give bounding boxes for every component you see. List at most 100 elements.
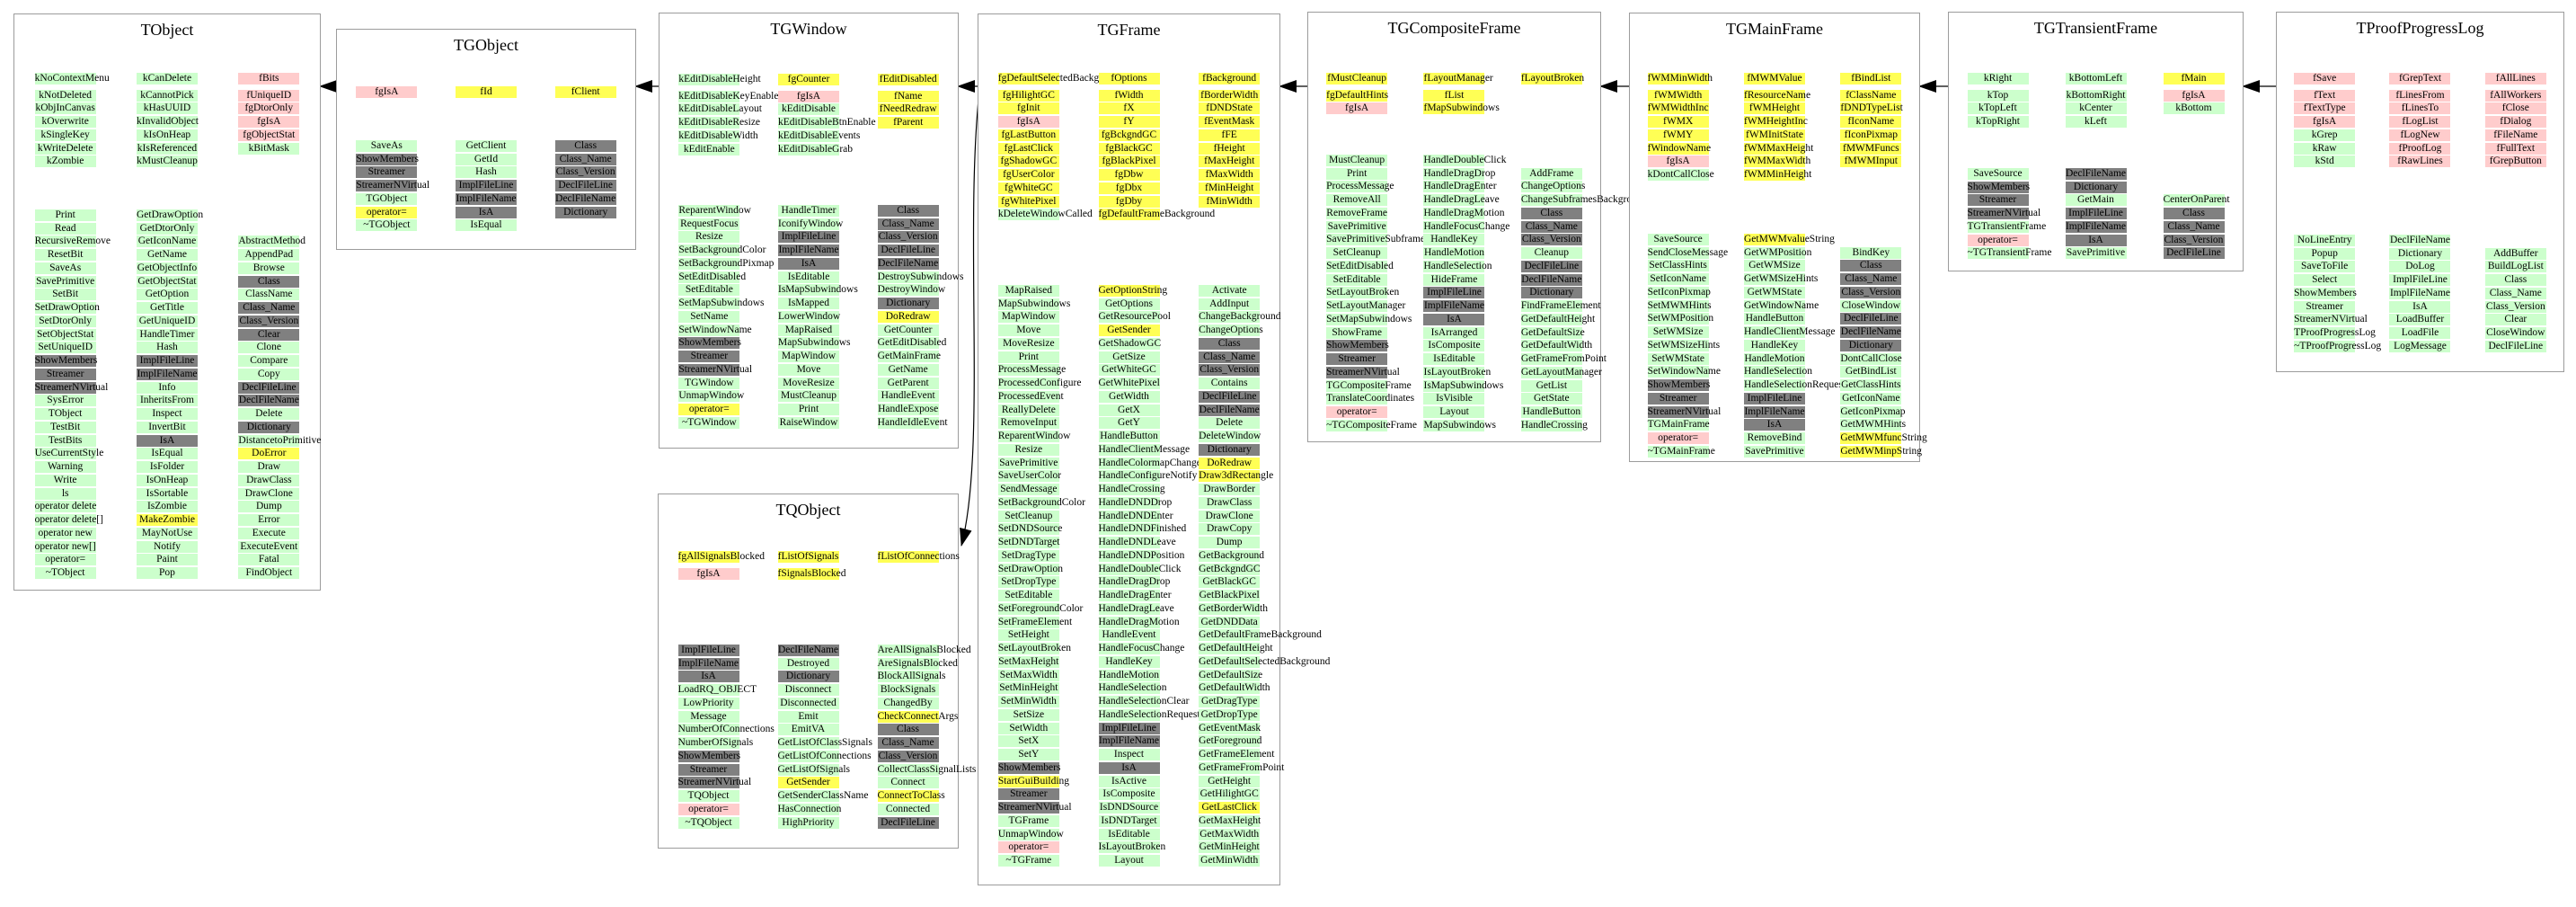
- method-setdrawoption[interactable]: SetDrawOption: [997, 563, 1064, 575]
- method-handleidleevent[interactable]: HandleIdleEvent: [877, 416, 948, 429]
- method-dolog[interactable]: DoLog: [2389, 261, 2451, 273]
- method-closewindow[interactable]: CloseWindow: [1840, 299, 1902, 312]
- method-select[interactable]: Select: [2294, 274, 2356, 287]
- method-addbuffer[interactable]: AddBuffer: [2484, 247, 2546, 260]
- method-resize[interactable]: Resize: [997, 443, 1059, 456]
- method-declfileline[interactable]: DeclFileLine: [1199, 390, 1261, 403]
- method-dictionary[interactable]: Dictionary: [777, 671, 839, 683]
- method-sety[interactable]: SetY: [997, 749, 1059, 761]
- method-getwmstate[interactable]: GetWMState: [1743, 286, 1805, 298]
- method-handlebutton[interactable]: HandleButton: [1098, 431, 1160, 443]
- method-setobjectstat[interactable]: SetObjectStat: [34, 328, 96, 341]
- method-notify[interactable]: Notify: [136, 540, 198, 553]
- method-streamer[interactable]: Streamer: [34, 368, 96, 380]
- method-removeinput[interactable]: RemoveInput: [997, 417, 1059, 430]
- method-handleevent[interactable]: HandleEvent: [877, 390, 939, 403]
- member-fheight[interactable]: fHeight: [1199, 142, 1261, 155]
- method-geteventmask[interactable]: GetEventMask: [1199, 722, 1261, 734]
- method-changeoptions[interactable]: ChangeOptions: [1520, 181, 1586, 193]
- method-streamernvirtual[interactable]: StreamerNVirtual: [997, 802, 1072, 814]
- member-khasuuid[interactable]: kHasUUID: [136, 102, 198, 115]
- method-getlistofsignals[interactable]: GetListOfSignals: [777, 763, 850, 776]
- method-getbckgndgc[interactable]: GetBckgndGC: [1199, 563, 1261, 575]
- method-abstractmethod[interactable]: AbstractMethod: [238, 236, 306, 248]
- member-fmaxwidth[interactable]: fMaxWidth: [1199, 169, 1261, 182]
- member-fmaxheight[interactable]: fMaxHeight: [1199, 156, 1261, 168]
- method-getsenderclassname[interactable]: GetSenderClassName: [777, 790, 869, 803]
- method-isa[interactable]: IsA: [136, 434, 198, 447]
- method-raisewindow[interactable]: RaiseWindow: [778, 416, 839, 429]
- method-info[interactable]: Info: [136, 381, 198, 394]
- method-move[interactable]: Move: [778, 363, 839, 376]
- method-class-name[interactable]: Class_Name: [2163, 220, 2225, 233]
- method-isa[interactable]: IsA: [1098, 761, 1160, 774]
- method-tobject[interactable]: ~TObject: [34, 567, 96, 580]
- member-fgdbx[interactable]: fgDbx: [1098, 182, 1160, 194]
- method-getdnddata[interactable]: GetDNDData: [1199, 616, 1261, 628]
- method-declfilename[interactable]: DeclFileName: [2065, 167, 2127, 180]
- member-feditdisabled[interactable]: fEditDisabled: [877, 73, 939, 85]
- member-flayoutmanager[interactable]: fLayoutManager: [1423, 72, 1493, 84]
- method-operator-delete[interactable]: operator delete[]: [34, 514, 103, 527]
- method-isa[interactable]: IsA: [2389, 300, 2451, 313]
- method-isvisible[interactable]: IsVisible: [1423, 393, 1485, 405]
- method-handledndleave[interactable]: HandleDNDLeave: [1098, 537, 1176, 549]
- member-fgisa[interactable]: fgIsA: [2163, 89, 2225, 102]
- member-kbottom[interactable]: kBottom: [2163, 102, 2225, 115]
- member-fgisa[interactable]: fgIsA: [356, 85, 418, 98]
- method-gety[interactable]: GetY: [1098, 417, 1160, 430]
- member-flinesfrom[interactable]: fLinesFrom: [2389, 89, 2451, 102]
- method-getx[interactable]: GetX: [1098, 404, 1160, 416]
- method-tgtransientframe[interactable]: TGTransientFrame: [1967, 220, 2047, 233]
- method-testbit[interactable]: TestBit: [34, 421, 96, 433]
- method-getframeelement[interactable]: GetFrameElement: [1199, 749, 1275, 761]
- method-setwindowname[interactable]: SetWindowName: [678, 324, 752, 336]
- method-drawclass[interactable]: DrawClass: [238, 474, 300, 486]
- method-getclient[interactable]: GetClient: [456, 139, 517, 152]
- method-deletewindow[interactable]: DeleteWindow: [1199, 431, 1261, 443]
- method-tproofprogresslog[interactable]: ~TProofProgressLog: [2294, 340, 2382, 352]
- method-class-name[interactable]: Class_Name: [554, 153, 616, 165]
- member-fgreptext[interactable]: fGrepText: [2389, 72, 2451, 84]
- member-fy[interactable]: fY: [1098, 116, 1160, 129]
- method-dictionary[interactable]: Dictionary: [1840, 339, 1902, 351]
- method-getlistofclasssignals[interactable]: GetListOfClassSignals: [777, 737, 872, 750]
- method-handleselection[interactable]: HandleSelection: [1743, 366, 1812, 378]
- method-setlayoutbroken[interactable]: SetLayoutBroken: [1326, 287, 1400, 299]
- member-flayoutbroken[interactable]: fLayoutBroken: [1520, 72, 1585, 84]
- member-kleft[interactable]: kLeft: [2065, 116, 2127, 129]
- method-dictionary[interactable]: Dictionary: [877, 298, 939, 310]
- member-kwritedelete[interactable]: kWriteDelete: [34, 142, 96, 155]
- method-print[interactable]: Print: [997, 351, 1059, 363]
- method-changebackground[interactable]: ChangeBackground: [1199, 311, 1281, 324]
- method-dictionary[interactable]: Dictionary: [238, 421, 300, 433]
- method-geteditdisabled[interactable]: GetEditDisabled: [877, 337, 947, 350]
- method-isa[interactable]: IsA: [1423, 313, 1485, 325]
- method-handledragmotion[interactable]: HandleDragMotion: [1423, 207, 1505, 219]
- member-fglastclick[interactable]: fgLastClick: [997, 142, 1059, 155]
- member-ftext[interactable]: fText: [2294, 89, 2356, 102]
- method-handleselection[interactable]: HandleSelection: [1098, 682, 1167, 695]
- method-operator[interactable]: operator=: [678, 404, 740, 416]
- method-implfilename[interactable]: ImplFileName: [1423, 300, 1485, 313]
- member-ffe[interactable]: fFE: [1199, 129, 1261, 141]
- member-fbackground[interactable]: fBackground: [1199, 72, 1261, 84]
- method-class-name[interactable]: Class_Name: [1520, 220, 1582, 233]
- method-declfilename[interactable]: DeclFileName: [1520, 273, 1582, 286]
- method-processedconfigure[interactable]: ProcessedConfigure: [997, 378, 1082, 390]
- member-fgisa[interactable]: fgIsA: [1647, 156, 1709, 168]
- method-mapraised[interactable]: MapRaised: [997, 284, 1059, 297]
- method-handletimer[interactable]: HandleTimer: [778, 204, 839, 217]
- method-getblackpixel[interactable]: GetBlackPixel: [1199, 590, 1261, 602]
- method-class-version[interactable]: Class_Version: [1199, 364, 1261, 377]
- class-title-tgframe[interactable]: TGFrame: [1097, 21, 1161, 39]
- method-handlemotion[interactable]: HandleMotion: [1098, 669, 1160, 681]
- method-showmembers[interactable]: ShowMembers: [34, 355, 98, 368]
- method-setwmsizehints[interactable]: SetWMSizeHints: [1647, 339, 1721, 351]
- method-handleclientmessage[interactable]: HandleClientMessage: [1098, 443, 1191, 456]
- method-getdroptype[interactable]: GetDropType: [1199, 708, 1261, 721]
- method-processmessage[interactable]: ProcessMessage: [1326, 181, 1394, 193]
- method-getdefaultwidth[interactable]: GetDefaultWidth: [1520, 340, 1593, 352]
- method-setbit[interactable]: SetBit: [34, 289, 96, 301]
- method-getmainframe[interactable]: GetMainFrame: [877, 351, 941, 363]
